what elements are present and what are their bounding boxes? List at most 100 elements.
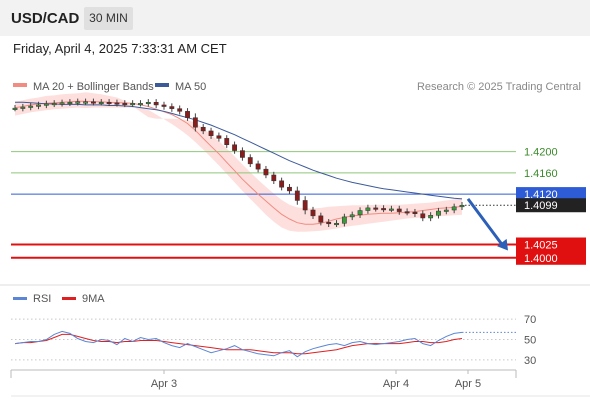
candle bbox=[436, 210, 441, 216]
forecast-arrow-shaft bbox=[466, 197, 504, 246]
candle bbox=[98, 102, 104, 105]
candle bbox=[106, 102, 112, 105]
ma50-line bbox=[15, 101, 463, 200]
candle bbox=[75, 101, 81, 104]
timeframe-button[interactable]: 30 MIN bbox=[84, 7, 133, 30]
rsi-plot: 70 50 30 bbox=[11, 314, 536, 367]
candle bbox=[459, 204, 465, 208]
x-tick-label-1: Apr 4 bbox=[383, 378, 409, 390]
candle bbox=[83, 101, 88, 104]
candle bbox=[240, 150, 245, 158]
x-tick-label-2: Apr 5 bbox=[455, 378, 481, 390]
forecast-arrow-head bbox=[497, 238, 508, 251]
ma9-legend-swatch bbox=[62, 297, 76, 300]
ma20-legend-label: MA 20 + Bollinger Bands bbox=[33, 81, 154, 93]
ma20-line bbox=[14, 100, 463, 225]
candle bbox=[28, 105, 34, 108]
x-tick-label-0: Apr 3 bbox=[151, 378, 177, 390]
current-price-label: 1.4099 bbox=[524, 200, 558, 212]
candle bbox=[59, 102, 65, 105]
candle bbox=[130, 103, 136, 106]
bollinger-band bbox=[15, 92, 462, 232]
rsi-line bbox=[14, 330, 463, 358]
candle bbox=[365, 207, 371, 211]
ma50-legend-label: MA 50 bbox=[175, 81, 206, 93]
candle bbox=[428, 215, 434, 219]
candle bbox=[326, 221, 332, 225]
level-tag-4 bbox=[516, 250, 586, 265]
ma9-legend-label: 9MA bbox=[82, 293, 105, 305]
level-tag-2 bbox=[516, 187, 586, 202]
candle bbox=[263, 168, 269, 176]
candle bbox=[114, 102, 120, 105]
candle bbox=[208, 130, 214, 136]
candle bbox=[177, 108, 183, 112]
candle bbox=[43, 103, 49, 106]
candle bbox=[302, 200, 308, 211]
ma50-legend-swatch bbox=[155, 83, 169, 87]
rsi-tick-label-2: 30 bbox=[524, 355, 536, 367]
rsi-legend-swatch bbox=[13, 297, 27, 300]
current-price-tag bbox=[516, 198, 586, 213]
candle bbox=[153, 102, 159, 106]
candle bbox=[255, 163, 261, 170]
candle bbox=[389, 208, 394, 211]
candle bbox=[341, 216, 347, 224]
candle bbox=[36, 104, 41, 107]
candle bbox=[185, 111, 190, 118]
candle bbox=[287, 186, 292, 192]
rsi-tick-label-0: 70 bbox=[524, 314, 536, 326]
top-bar: USD/CAD 30 MIN bbox=[0, 0, 590, 36]
candle bbox=[404, 211, 410, 214]
candle bbox=[20, 106, 26, 109]
level-label-2: 1.4120 bbox=[524, 189, 558, 201]
ma20-legend-swatch bbox=[13, 83, 27, 87]
credit-text: Research © 2025 Trading Central bbox=[417, 81, 581, 93]
candle bbox=[91, 101, 96, 104]
candle bbox=[67, 102, 73, 105]
candle bbox=[310, 209, 316, 217]
candle bbox=[381, 208, 386, 211]
candle bbox=[232, 144, 237, 151]
candle bbox=[145, 102, 151, 105]
candle bbox=[224, 138, 230, 145]
level-label-0: 1.4200 bbox=[524, 147, 558, 159]
rsi-legend-label: RSI bbox=[33, 293, 51, 305]
candle bbox=[443, 209, 449, 212]
candle bbox=[349, 214, 355, 218]
candle bbox=[169, 106, 175, 109]
candle bbox=[334, 223, 339, 226]
candle bbox=[294, 190, 300, 201]
rsi-tick-label-1: 50 bbox=[524, 335, 536, 347]
candle bbox=[373, 207, 379, 210]
rsi-ma9-line bbox=[14, 333, 463, 355]
candle bbox=[200, 126, 206, 132]
candle bbox=[357, 210, 363, 216]
candle bbox=[318, 215, 324, 223]
candle bbox=[138, 103, 143, 106]
level-label-1: 1.4160 bbox=[524, 168, 558, 180]
candle bbox=[420, 213, 426, 219]
candle bbox=[122, 103, 128, 106]
candle bbox=[192, 117, 198, 128]
candle bbox=[216, 135, 222, 139]
candle bbox=[12, 107, 18, 110]
symbol-title: USD/CAD bbox=[11, 10, 80, 27]
rsi-legend: RSI 9MA bbox=[13, 293, 105, 305]
candle bbox=[279, 180, 285, 188]
candle bbox=[451, 206, 457, 211]
candle bbox=[161, 104, 167, 107]
candle bbox=[396, 208, 402, 212]
level-tag-3 bbox=[516, 237, 586, 252]
candle bbox=[412, 211, 418, 214]
candle bbox=[271, 174, 277, 182]
candle bbox=[51, 103, 57, 106]
x-axis: Apr 3 Apr 4 Apr 5 bbox=[10, 369, 590, 397]
price-legend: MA 20 + Bollinger Bands MA 50 Research ©… bbox=[13, 81, 581, 93]
candle bbox=[247, 157, 253, 165]
level-label-4: 1.4000 bbox=[524, 253, 558, 265]
level-label-3: 1.4025 bbox=[524, 240, 558, 252]
